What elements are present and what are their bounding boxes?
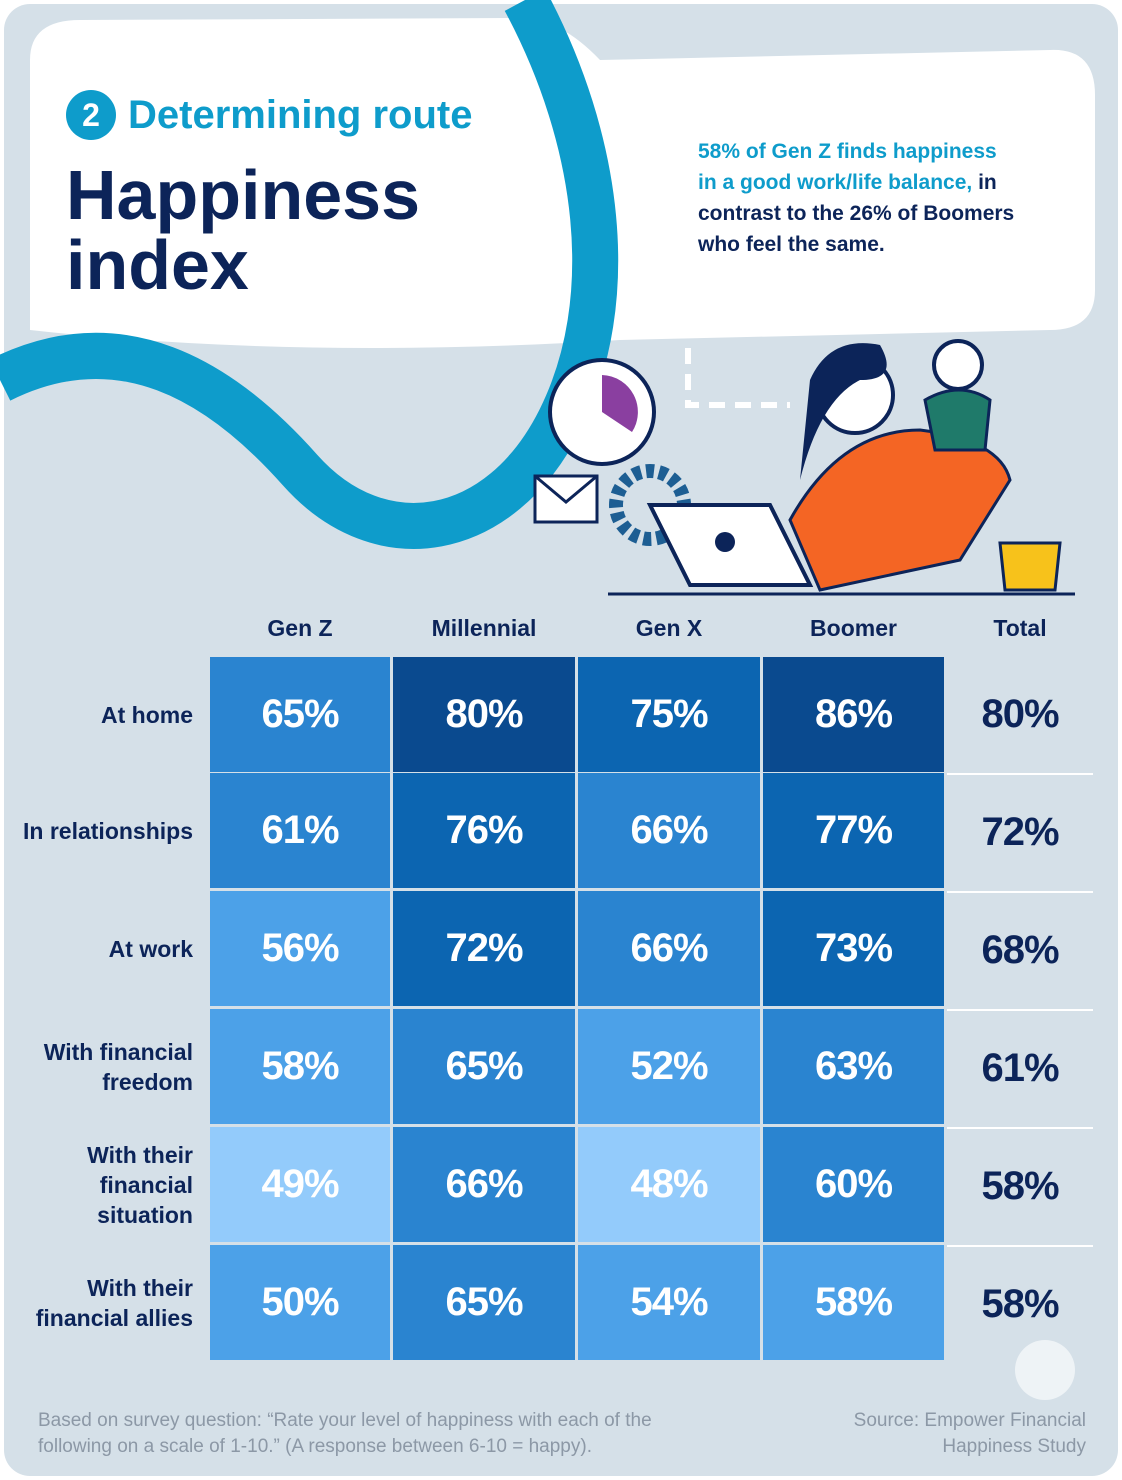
callout-highlight: 58% of Gen Z finds happiness in a good w… [698, 140, 997, 194]
hair [800, 343, 887, 480]
subtitle: Determining route [128, 93, 473, 137]
cell: 58% [763, 1245, 944, 1360]
total-cell: 61% [947, 1009, 1093, 1126]
column-header: Gen Z [267, 615, 333, 641]
ribbon [0, 0, 619, 549]
row-label: With their financial situation [87, 1141, 193, 1228]
cell: 66% [578, 773, 760, 888]
cell: 65% [210, 657, 390, 772]
callout: 58% of Gen Z finds happiness in a good w… [698, 136, 1018, 260]
column-header: Millennial [431, 615, 537, 641]
step-badge: 2 [66, 90, 116, 140]
cell: 65% [393, 1009, 575, 1124]
cell: 61% [210, 773, 390, 888]
title: Happiness index [66, 156, 420, 304]
laptop-logo [715, 532, 735, 552]
envelope-flap [534, 474, 598, 504]
cell: 72% [393, 891, 575, 1006]
cell: 58% [210, 1009, 390, 1124]
cell: 49% [210, 1127, 390, 1242]
footnote: Based on survey question: “Rate your lev… [38, 1410, 652, 1457]
clock-fill [602, 375, 638, 432]
cell: 75% [578, 657, 760, 772]
cell: 76% [393, 773, 575, 888]
cell: 48% [578, 1127, 760, 1242]
person [788, 428, 1012, 592]
child [932, 339, 984, 391]
logo [1015, 1340, 1075, 1400]
cell: 63% [763, 1009, 944, 1124]
total-cell: 80% [981, 692, 1059, 736]
column-header: Gen X [635, 615, 703, 641]
cell: 60% [763, 1127, 944, 1242]
row-label: With financial freedom [43, 1038, 193, 1095]
total-cell: 72% [947, 773, 1093, 890]
cell: 65% [393, 1245, 575, 1360]
card [30, 18, 1095, 348]
cell: 73% [763, 891, 944, 1006]
cell: 66% [578, 891, 760, 1006]
row-label: At work [108, 935, 193, 962]
total-cell: 68% [947, 891, 1093, 1008]
arrow [685, 348, 790, 408]
column-header: Boomer [810, 615, 897, 641]
callout-text: in contrast to the 26% of Boomers who fe… [698, 171, 1015, 256]
child-body [923, 388, 992, 452]
cell: 80% [393, 657, 575, 772]
cell: 52% [578, 1009, 760, 1124]
cell: 54% [578, 1245, 760, 1360]
row-label: At home [101, 701, 193, 728]
source: Source: Empower Financial Happiness Stud… [853, 1410, 1086, 1457]
row-label: In relationships [23, 817, 193, 844]
row-label: With their financial allies [35, 1274, 193, 1331]
cup [998, 541, 1062, 592]
cell: 66% [393, 1127, 575, 1242]
cell: 77% [763, 773, 944, 888]
column-header: Total [993, 615, 1047, 641]
cell: 86% [763, 657, 944, 772]
total-cell: 58% [947, 1245, 1093, 1362]
total-cell: 58% [947, 1127, 1093, 1244]
cell: 50% [210, 1245, 390, 1360]
cell: 56% [210, 891, 390, 1006]
